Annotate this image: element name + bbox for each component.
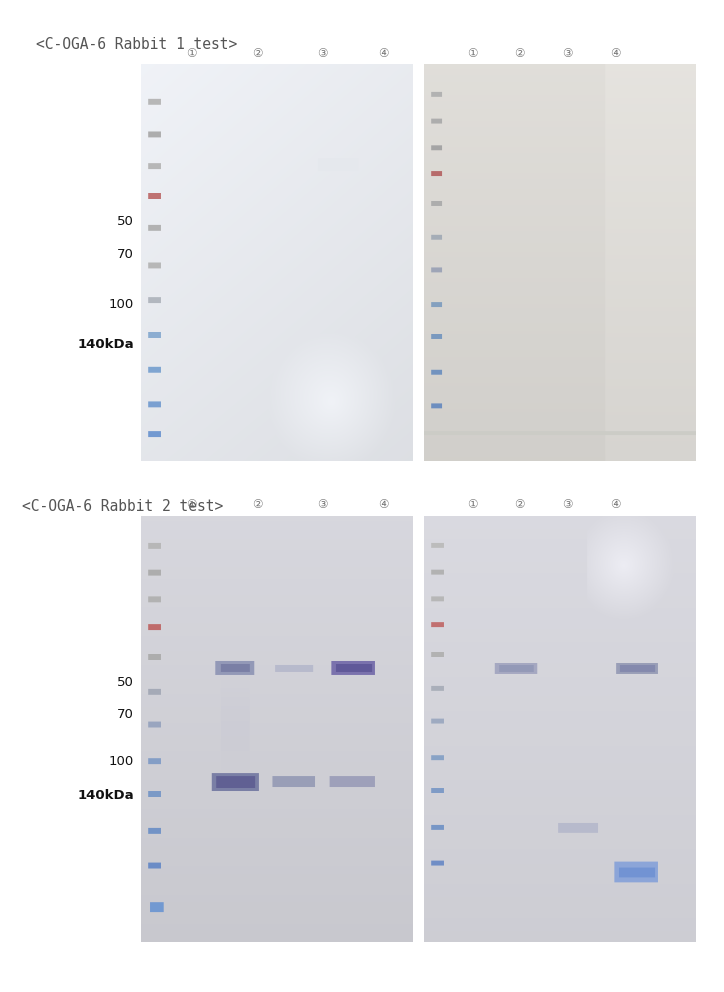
Text: ④: ④	[610, 47, 620, 60]
Text: 140kDa: 140kDa	[77, 789, 134, 802]
Text: ③: ③	[317, 47, 327, 60]
Text: ②: ②	[515, 498, 525, 511]
Text: ①: ①	[187, 47, 197, 60]
Text: ③: ③	[563, 498, 573, 511]
Text: ④: ④	[610, 498, 620, 511]
Text: ①: ①	[187, 498, 197, 511]
Text: ①: ①	[468, 498, 478, 511]
Text: ②: ②	[252, 498, 262, 511]
Text: 140kDa: 140kDa	[77, 337, 134, 351]
Text: ①: ①	[468, 47, 478, 60]
Text: <C-OGA-6 Rabbit 2 test>: <C-OGA-6 Rabbit 2 test>	[22, 499, 223, 514]
Text: ②: ②	[515, 47, 525, 60]
Text: ④: ④	[379, 47, 389, 60]
Text: 70: 70	[117, 248, 134, 262]
Text: 50: 50	[117, 214, 134, 228]
Text: ③: ③	[317, 498, 327, 511]
Text: 100: 100	[109, 298, 134, 311]
Text: <C-OGA-6 Rabbit 1 test>: <C-OGA-6 Rabbit 1 test>	[36, 37, 237, 52]
Text: 70: 70	[117, 707, 134, 721]
Text: 50: 50	[117, 676, 134, 688]
Text: 100: 100	[109, 755, 134, 768]
Text: ④: ④	[379, 498, 389, 511]
Text: ②: ②	[252, 47, 262, 60]
Text: ③: ③	[563, 47, 573, 60]
